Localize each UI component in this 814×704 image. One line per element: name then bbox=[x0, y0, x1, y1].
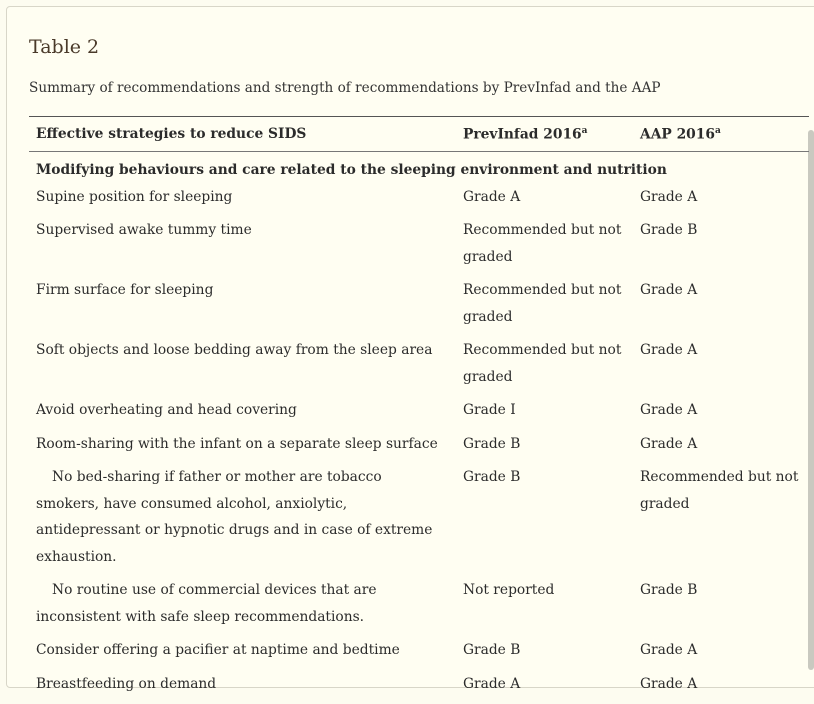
table-caption: Summary of recommendations and strength … bbox=[29, 80, 661, 96]
aap-cell: Grade B bbox=[633, 577, 809, 637]
table-row: Firm surface for sleeping Recommended bu… bbox=[29, 277, 809, 337]
aap-cell: Grade B bbox=[633, 217, 809, 277]
strategy-cell: Supine position for sleeping bbox=[29, 184, 456, 218]
section-heading: Modifying behaviours and care related to… bbox=[29, 152, 809, 184]
previnfad-cell: Grade B bbox=[456, 464, 633, 577]
aap-cell: Grade A bbox=[633, 277, 809, 337]
aap-cell: Grade A bbox=[633, 671, 809, 704]
strategy-cell: Room-sharing with the infant on a separa… bbox=[29, 431, 456, 465]
aap-cell: Grade A bbox=[633, 184, 809, 218]
aap-cell: Recommended but not graded bbox=[633, 464, 809, 577]
table-row: Breastfeeding on demand Grade A Grade A bbox=[29, 671, 809, 704]
table-row: Consider offering a pacifier at naptime … bbox=[29, 637, 809, 671]
aap-cell: Grade A bbox=[633, 431, 809, 465]
previnfad-cell: Not reported bbox=[456, 577, 633, 637]
strategy-cell: Consider offering a pacifier at naptime … bbox=[29, 637, 456, 671]
previnfad-cell: Recommended but not graded bbox=[456, 337, 633, 397]
aap-cell: Grade A bbox=[633, 397, 809, 431]
table-row: Supine position for sleeping Grade A Gra… bbox=[29, 184, 809, 218]
header-strategies: Effective strategies to reduce SIDS bbox=[29, 117, 456, 152]
footnote-marker[interactable]: a bbox=[715, 126, 721, 136]
header-previnfad: PrevInfad 2016a bbox=[456, 117, 633, 152]
recommendations-table: Effective strategies to reduce SIDS Prev… bbox=[29, 116, 809, 704]
table-row: No routine use of commercial devices tha… bbox=[29, 577, 809, 637]
previnfad-cell: Recommended but not graded bbox=[456, 277, 633, 337]
previnfad-cell: Grade B bbox=[456, 431, 633, 465]
strategy-cell: Firm surface for sleeping bbox=[29, 277, 456, 337]
previnfad-cell: Grade B bbox=[456, 637, 633, 671]
table-row: Supervised awake tummy time Recommended … bbox=[29, 217, 809, 277]
previnfad-cell: Grade A bbox=[456, 184, 633, 218]
previnfad-cell: Recommended but not graded bbox=[456, 217, 633, 277]
table-row: Room-sharing with the infant on a separa… bbox=[29, 431, 809, 465]
strategy-cell: No bed-sharing if father or mother are t… bbox=[29, 464, 456, 577]
table-row: No bed-sharing if father or mother are t… bbox=[29, 464, 809, 577]
strategy-cell: Soft objects and loose bedding away from… bbox=[29, 337, 456, 397]
aap-cell: Grade A bbox=[633, 337, 809, 397]
previnfad-cell: Grade A bbox=[456, 671, 633, 704]
table-header-row: Effective strategies to reduce SIDS Prev… bbox=[29, 117, 809, 152]
strategy-cell: Avoid overheating and head covering bbox=[29, 397, 456, 431]
aap-cell: Grade A bbox=[633, 637, 809, 671]
footnote-marker[interactable]: a bbox=[582, 126, 588, 136]
table-row: Soft objects and loose bedding away from… bbox=[29, 337, 809, 397]
strategy-cell: Supervised awake tummy time bbox=[29, 217, 456, 277]
strategy-cell: Breastfeeding on demand bbox=[29, 671, 456, 704]
header-aap: AAP 2016a bbox=[633, 117, 809, 152]
strategy-cell: No routine use of commercial devices tha… bbox=[29, 577, 456, 637]
table-row: Avoid overheating and head covering Grad… bbox=[29, 397, 809, 431]
section-row: Modifying behaviours and care related to… bbox=[29, 152, 809, 184]
table-title: Table 2 bbox=[29, 36, 99, 58]
previnfad-cell: Grade I bbox=[456, 397, 633, 431]
